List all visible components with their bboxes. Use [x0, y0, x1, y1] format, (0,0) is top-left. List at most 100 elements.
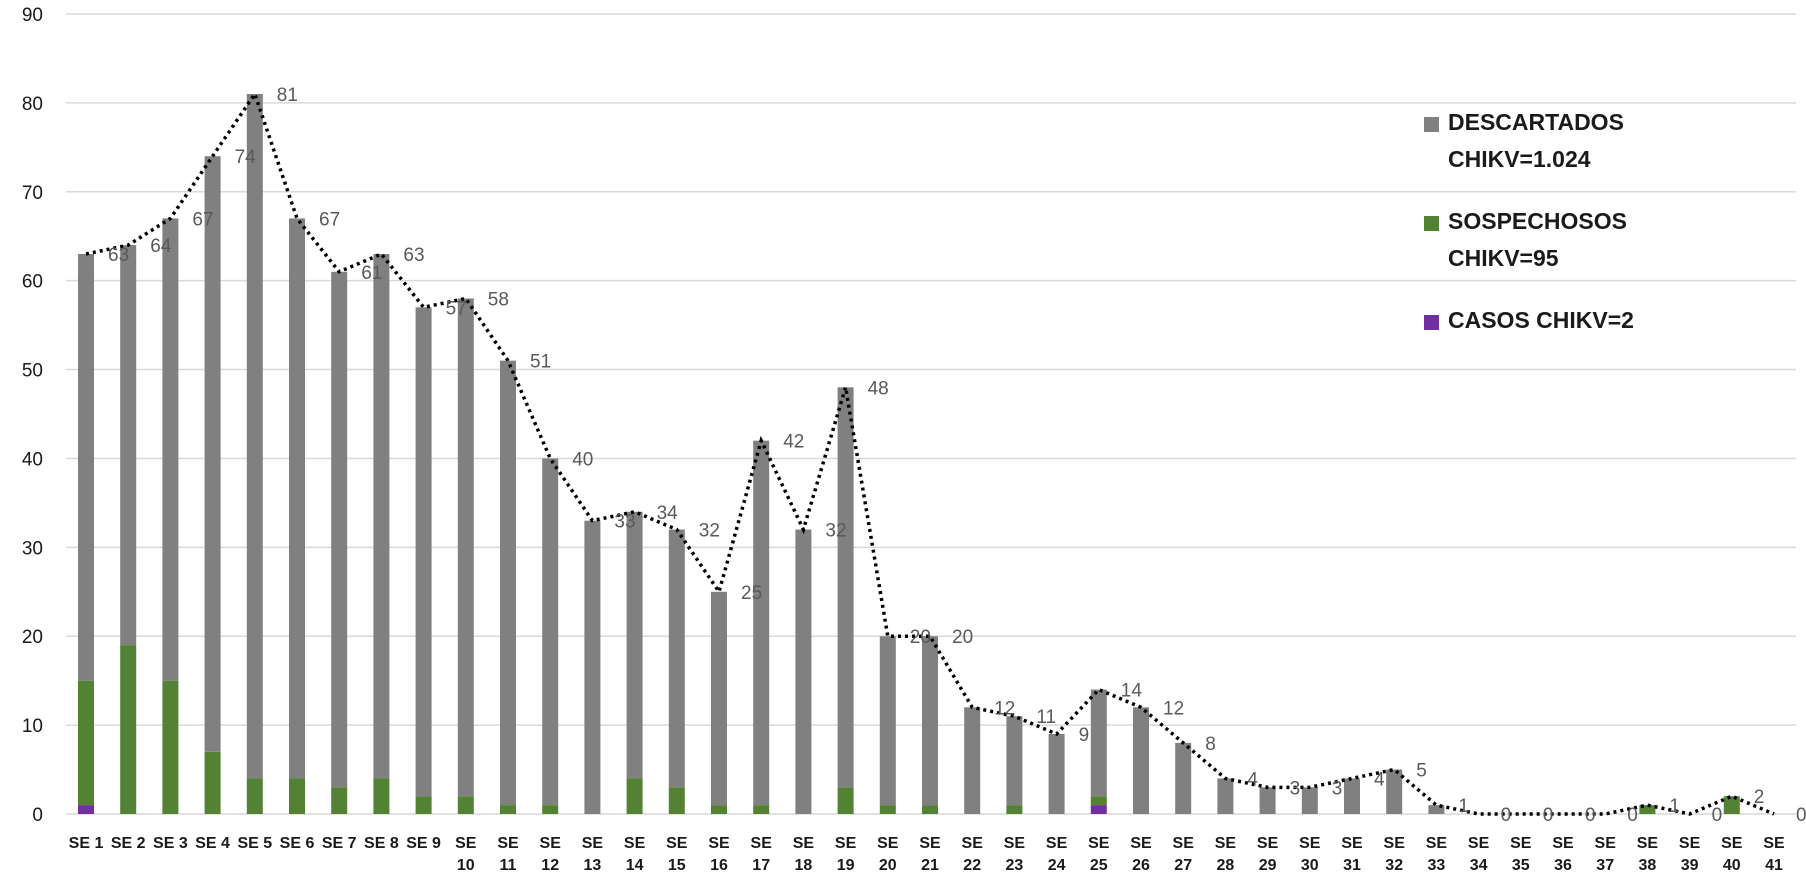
bar-segment	[373, 254, 390, 779]
bar-segment	[415, 307, 432, 797]
x-tick-label: SE 28	[1215, 835, 1237, 874]
bar-segment	[1175, 742, 1192, 814]
x-tick-label: SE 38	[1637, 835, 1659, 874]
bar-segment	[1090, 796, 1107, 806]
bar-segment	[204, 156, 221, 752]
bar-segment	[711, 591, 727, 806]
bar-segment	[331, 271, 348, 788]
data-label: 8	[1205, 734, 1216, 755]
data-label: 4	[1374, 769, 1385, 790]
x-tick-label: SE 10	[455, 835, 477, 874]
x-tick-label: SE 16	[708, 835, 730, 874]
x-tick-label: SE 19	[835, 835, 857, 874]
x-tick-label: SE 26	[1130, 835, 1152, 874]
bar-segment	[626, 778, 643, 814]
bar-segment	[879, 636, 896, 806]
data-label: 32	[699, 521, 720, 542]
x-tick-label: SE 30	[1299, 835, 1321, 874]
x-tick-label: SE 15	[666, 835, 688, 874]
data-label: 20	[910, 627, 931, 648]
legend-swatch-descartados	[1424, 117, 1439, 132]
bar-segment	[1090, 689, 1107, 797]
legend-item-descartados: DESCARTADOS CHIKV=1.024	[1424, 104, 1668, 178]
data-label: 25	[741, 583, 762, 604]
x-tick-label: SE 32	[1384, 835, 1406, 874]
legend: DESCARTADOS CHIKV=1.024 SOSPECHOSOS CHIK…	[1424, 104, 1668, 364]
bar-segment	[668, 529, 685, 788]
x-tick-label: SE 29	[1257, 835, 1279, 874]
data-label: 63	[108, 245, 129, 266]
bar-segment	[668, 787, 685, 814]
bar-segment	[922, 805, 938, 814]
bar-segment	[753, 805, 770, 814]
x-tick-label: SE 36	[1552, 835, 1574, 874]
bar-segment	[711, 805, 727, 814]
x-tick-label: SE 2	[111, 835, 146, 852]
bar-segment	[879, 805, 896, 814]
data-label: 1	[1458, 796, 1469, 817]
bar-segment	[837, 787, 854, 814]
bar-segment	[289, 218, 305, 779]
data-label: 0	[1796, 805, 1806, 826]
data-label: 3	[1290, 778, 1301, 799]
y-tick-label: 10	[22, 716, 43, 737]
bars	[78, 94, 1740, 814]
bar-segment	[331, 787, 348, 814]
bar-segment	[78, 680, 94, 806]
bar-segment	[1133, 707, 1149, 814]
bar-segment	[246, 94, 263, 779]
bar-segment	[457, 796, 474, 814]
bar-segment	[457, 298, 474, 797]
y-tick-label: 20	[22, 627, 43, 648]
x-tick-label: SE 17	[751, 835, 773, 874]
data-label: 1	[1669, 796, 1680, 817]
data-label: 48	[868, 378, 889, 399]
y-axis: 0 10 20 30 40 50 60 70 80 90	[22, 5, 43, 826]
x-tick-label: SE 41	[1763, 835, 1785, 874]
bar-segment	[542, 805, 559, 814]
data-label: 58	[488, 289, 509, 310]
data-label: 12	[994, 698, 1015, 719]
data-label: 34	[657, 503, 679, 524]
bar-segment	[1006, 805, 1023, 814]
bar-segment	[204, 751, 221, 814]
bar-segment	[964, 707, 981, 814]
legend-label-descartados: DESCARTADOS CHIKV=1.024	[1448, 109, 1624, 172]
bar-segment	[1217, 778, 1234, 814]
x-tick-label: SE 8	[364, 835, 399, 852]
data-label: 63	[403, 245, 424, 266]
bar-segment	[1723, 796, 1740, 814]
data-label: 57	[446, 298, 467, 319]
data-label: 51	[530, 352, 551, 373]
bar-segment	[373, 778, 390, 814]
x-tick-label: SE 6	[280, 835, 315, 852]
bar-segment	[795, 529, 812, 814]
legend-label-casos: CASOS CHIKV=2	[1448, 307, 1634, 333]
data-label: 42	[783, 432, 804, 453]
y-tick-label: 40	[22, 449, 43, 470]
gridlines	[66, 13, 1796, 815]
data-label: 61	[361, 263, 382, 284]
x-tick-label: SE 9	[406, 835, 441, 852]
data-label: 2	[1754, 787, 1765, 808]
x-tick-label: SE 35	[1510, 835, 1532, 874]
x-tick-label: SE 1	[69, 835, 104, 852]
data-label: 33	[614, 512, 635, 533]
data-label: 0	[1585, 805, 1596, 826]
bar-segment	[1344, 778, 1360, 814]
x-tick-label: SE 18	[793, 835, 815, 874]
data-label: 0	[1501, 805, 1512, 826]
y-tick-label: 30	[22, 538, 43, 559]
y-tick-label: 50	[22, 361, 43, 382]
bar-segment	[1301, 787, 1318, 814]
bar-segment	[162, 680, 179, 814]
y-tick-label: 80	[22, 94, 43, 115]
data-label: 0	[1543, 805, 1554, 826]
data-label: 67	[192, 209, 213, 230]
x-tick-label: SE 20	[877, 835, 899, 874]
bar-segment	[1428, 805, 1445, 814]
y-tick-label: 70	[22, 183, 43, 204]
x-tick-label: SE 40	[1721, 835, 1743, 874]
x-tick-label: SE 33	[1426, 835, 1448, 874]
